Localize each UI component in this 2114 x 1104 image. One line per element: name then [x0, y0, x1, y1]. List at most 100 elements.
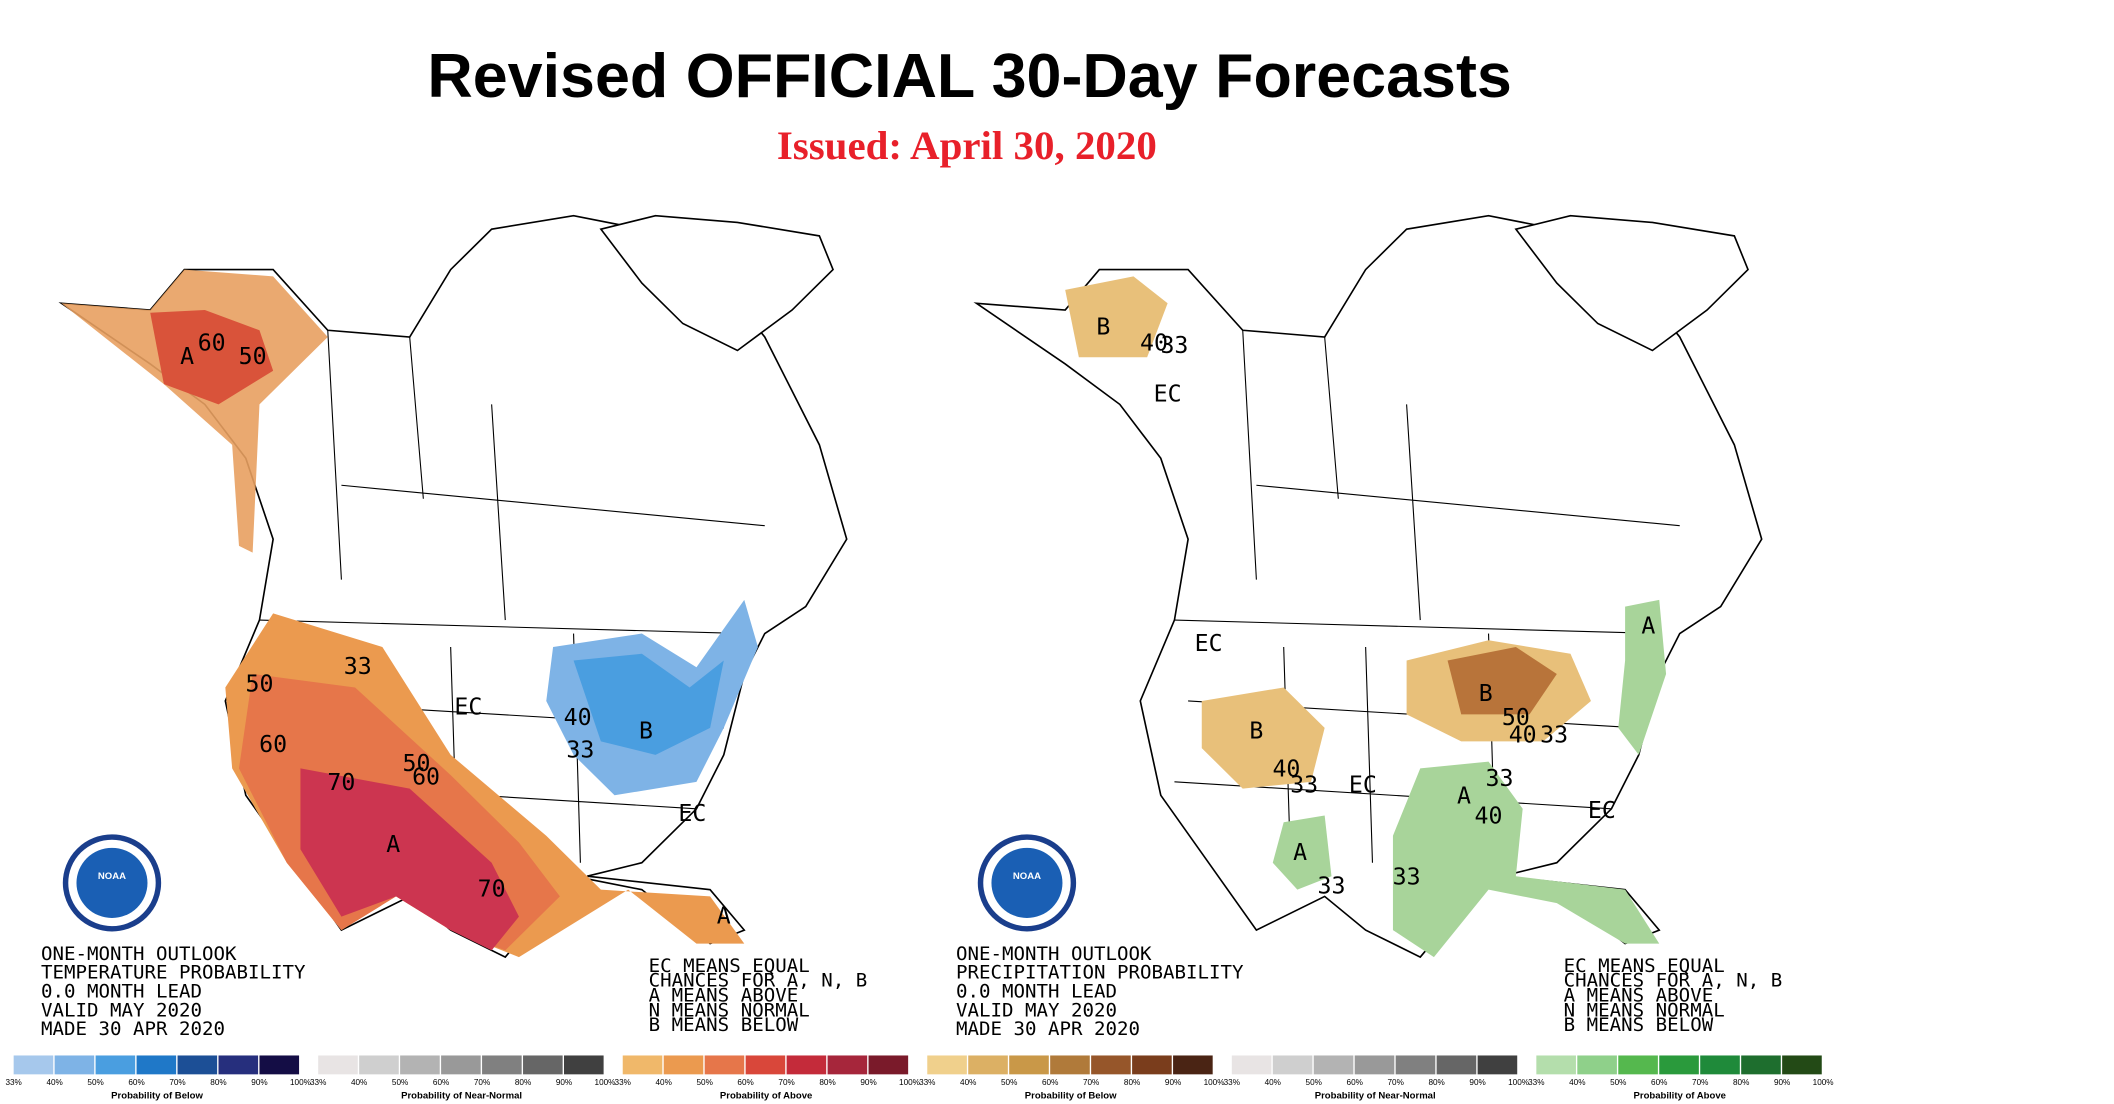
legend-tick: 60% [1651, 1078, 1667, 1087]
legend-swatch [1577, 1055, 1617, 1075]
legend-swatch [54, 1055, 95, 1075]
legend-swatch [1272, 1055, 1313, 1075]
region-label: EC [678, 801, 706, 827]
region-label: 33 [1318, 874, 1346, 900]
legend-tick: 33% [919, 1078, 935, 1087]
legend-tick: 80% [515, 1078, 531, 1087]
region-label: EC [1195, 631, 1223, 657]
legend-tick: 50% [392, 1078, 408, 1087]
legend-swatch [259, 1055, 300, 1075]
legend-tick: 90% [1469, 1078, 1485, 1087]
legend-title: Probability of Above [1633, 1091, 1725, 1102]
legend-swatch [868, 1055, 909, 1075]
outlook-info: 0.0 MONTH LEAD [41, 981, 202, 1003]
logo-inner [991, 847, 1063, 918]
legend-tick: 90% [1165, 1078, 1181, 1087]
region-label: B [639, 719, 653, 745]
region-label: 33 [344, 654, 372, 680]
legend-tick: 90% [1774, 1078, 1790, 1087]
legend-tick: 80% [1733, 1078, 1749, 1087]
legend-tick: 60% [737, 1078, 753, 1087]
legend-swatch [663, 1055, 704, 1075]
precipitation-map [975, 214, 1763, 958]
subtitle: Issued: April 30, 2020 [777, 123, 1157, 168]
region-label: 33 [1290, 773, 1318, 799]
region-label: 60 [259, 732, 287, 758]
legend-tick: 70% [1692, 1078, 1708, 1087]
region-label: A [180, 344, 194, 370]
legend-tick: 80% [1124, 1078, 1140, 1087]
outlook-info: VALID MAY 2020 [956, 999, 1117, 1021]
legend-tick: 90% [251, 1078, 267, 1087]
legend-tick: 50% [1306, 1078, 1322, 1087]
legend-swatch [1354, 1055, 1395, 1075]
legend-tick: 100% [290, 1078, 311, 1087]
region-label: B [1096, 314, 1110, 340]
legend-tick: 40% [351, 1078, 367, 1087]
legend-swatch [1659, 1055, 1699, 1075]
legend-swatch [564, 1055, 604, 1075]
region-label: EC [1349, 773, 1377, 799]
region-label: 60 [412, 765, 440, 791]
legend-swatch [136, 1055, 177, 1075]
legend-tick: 60% [128, 1078, 144, 1087]
legend-swatch [1477, 1055, 1518, 1075]
legend-tick: 70% [778, 1078, 794, 1087]
region-label: 40 [1475, 804, 1503, 830]
region-label: 33 [1485, 766, 1513, 792]
legend-swatch [1536, 1055, 1576, 1075]
legend-tick: 100% [1204, 1078, 1225, 1087]
legend-swatch [1741, 1055, 1781, 1075]
region-label: 50 [1502, 705, 1530, 731]
legend-swatch [318, 1055, 358, 1075]
legend-tick: 60% [433, 1078, 449, 1087]
legend-swatch [1395, 1055, 1436, 1075]
legend-tick: 33% [310, 1078, 326, 1087]
title: Revised OFFICIAL 30-Day Forecasts [427, 42, 1511, 111]
outlook-info: 0.0 MONTH LEAD [956, 981, 1117, 1003]
legend-swatch [1231, 1055, 1272, 1075]
legend-tick: 70% [169, 1078, 185, 1087]
legend-tick: 40% [1265, 1078, 1281, 1087]
legend-title: Probability of Below [1025, 1091, 1117, 1102]
legend-swatch [359, 1055, 399, 1075]
legend-swatch [927, 1055, 967, 1075]
legend-tick: 100% [1813, 1078, 1834, 1087]
outlook-info: MADE 30 APR 2020 [956, 1018, 1140, 1040]
key-text: A MEANS ABOVE [1564, 985, 1714, 1007]
legend-tick: 50% [696, 1078, 712, 1087]
legend-tick: 33% [5, 1078, 21, 1087]
legend-swatch [177, 1055, 218, 1075]
region-label: EC [1154, 382, 1182, 408]
outlook-info: ONE-MONTH OUTLOOK [956, 943, 1152, 965]
legend-tick: 70% [474, 1078, 490, 1087]
region-label: 33 [1393, 864, 1421, 890]
legend-swatch [1050, 1055, 1090, 1075]
legend-swatch [1132, 1055, 1172, 1075]
region-label: 40 [1509, 723, 1537, 749]
legend-swatch [400, 1055, 440, 1075]
legend-swatch [13, 1055, 54, 1075]
legend-tick: 70% [1083, 1078, 1099, 1087]
legend-title: Probability of Near-Normal [1315, 1091, 1436, 1102]
legend-swatch [1091, 1055, 1131, 1075]
region-label: 40 [1272, 757, 1300, 783]
key-text: N MEANS NORMAL [649, 999, 810, 1021]
legend-swatch [745, 1055, 786, 1075]
legend-tick: 50% [87, 1078, 103, 1087]
key-text: EC MEANS EQUAL [649, 955, 810, 977]
legend-title: Probability of Below [111, 1091, 203, 1102]
legend-swatch [441, 1055, 481, 1075]
legend-tick: 80% [1428, 1078, 1444, 1087]
legend-tick: 80% [210, 1078, 226, 1087]
region-label: 50 [245, 672, 273, 698]
legend-swatch [482, 1055, 522, 1075]
legend-tick: 60% [1347, 1078, 1363, 1087]
region-label: EC [1588, 798, 1616, 824]
legend-tick: 50% [1001, 1078, 1017, 1087]
logo-inner [76, 847, 148, 918]
key-text: B MEANS BELOW [649, 1014, 799, 1036]
outlook-info: ONE-MONTH OUTLOOK [41, 943, 237, 965]
region-label: B [1479, 681, 1493, 707]
